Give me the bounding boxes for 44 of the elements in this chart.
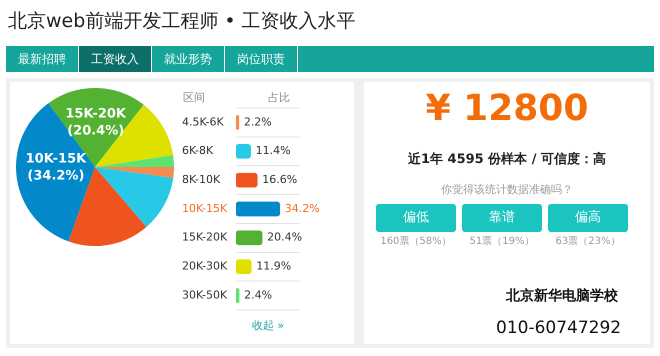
vote-button[interactable]: 偏低 — [376, 204, 456, 232]
y-tick-label: 6K-8K — [182, 144, 214, 158]
data-label: (20.4%) — [67, 124, 124, 139]
bar — [236, 172, 258, 188]
text: 最新招聘 — [6, 46, 79, 72]
bar — [236, 115, 240, 130]
bar — [236, 230, 262, 246]
text: 北京新华电脑学校 — [506, 287, 618, 305]
text: 岗位职责 — [225, 46, 298, 72]
y-axis-title: 区间 — [183, 90, 205, 104]
text: 近1年 4595 份样本 / 可信度：高 — [406, 150, 608, 168]
text: 63票（23%） — [554, 235, 622, 248]
text: 工资收入 — [79, 46, 152, 72]
data-label: 16.6% — [262, 173, 298, 186]
x-axis-title: 占比 — [268, 90, 290, 104]
y-tick-label: 4.5K-6K — [182, 115, 225, 128]
data-label: 20.4% — [267, 230, 302, 244]
bar — [236, 259, 252, 274]
text: ¥ 12800 — [424, 88, 590, 129]
text: 010-60747292 — [496, 318, 622, 338]
text: 51票（19%） — [468, 235, 536, 248]
data-label: 11.4% — [256, 144, 291, 158]
vote-button[interactable]: 偏高 — [548, 204, 628, 232]
bar — [236, 288, 240, 303]
slice-label: 10K-15K — [26, 152, 88, 167]
data-label: 11.9% — [256, 260, 292, 273]
y-tick-label: 20K-30K — [182, 260, 228, 273]
text: 收起 » — [252, 318, 284, 332]
y-tick-label: 15K-20K — [182, 230, 228, 244]
bar — [236, 144, 251, 159]
y-tick-label: 10K-15K — [182, 202, 228, 215]
chart-title: 北京web前端开发工程师 • 工资收入水平 — [8, 9, 356, 34]
data-label: 34.2% — [284, 202, 320, 215]
vote-button[interactable]: 靠谱 — [462, 204, 542, 232]
y-tick-label: 8K-10K — [182, 173, 222, 186]
text: 你觉得该统计数据准确吗？ — [440, 182, 574, 197]
text: 160票（58%） — [379, 235, 453, 248]
data-label: 2.2% — [244, 115, 272, 128]
y-tick-label: 30K-50K — [182, 288, 228, 302]
slice-label: 15K-20K — [65, 106, 127, 122]
data-label: 2.4% — [244, 288, 272, 302]
data-label: (34.2%) — [27, 168, 84, 184]
bar — [236, 202, 280, 216]
text: 就业形势 — [152, 46, 225, 72]
